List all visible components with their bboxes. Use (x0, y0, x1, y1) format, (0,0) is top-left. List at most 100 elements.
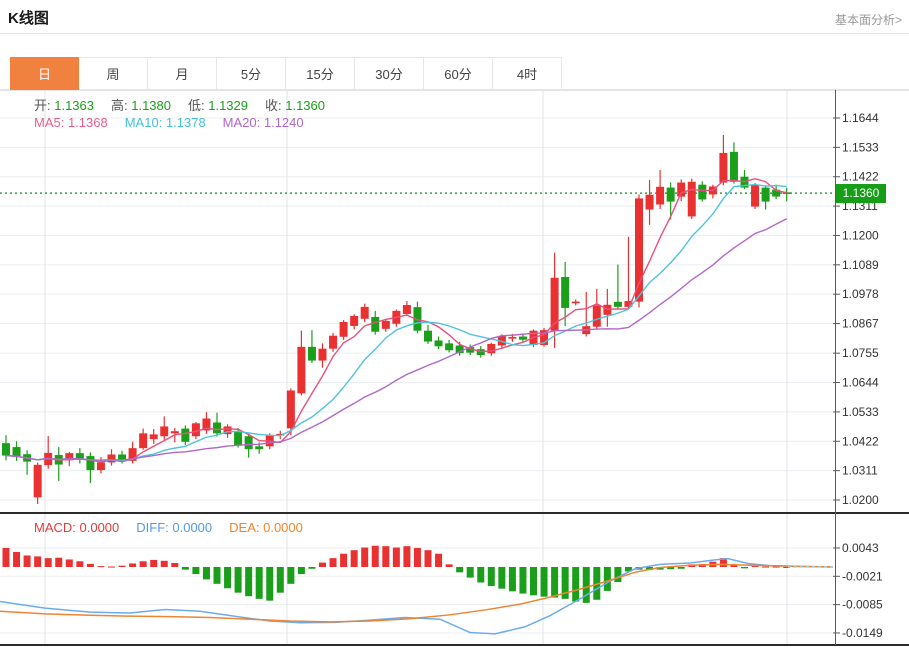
macd-bar (361, 547, 369, 567)
macd-bar (498, 567, 506, 589)
macd-bar (297, 567, 305, 575)
macd-bar (350, 550, 358, 567)
macd-bar (129, 563, 137, 567)
macd-bar (762, 566, 770, 568)
macd-bar (308, 567, 316, 569)
candle-body (645, 194, 654, 210)
price-axis-label: 1.0422 (842, 434, 879, 448)
candle-body (402, 305, 411, 315)
macd-bar (13, 551, 21, 567)
macd-axis-label: 0.0043 (842, 541, 879, 555)
fundamental-analysis-link[interactable]: 基本面分析> (834, 13, 902, 27)
page-header: K线图 基本面分析> (0, 0, 909, 34)
legend-item: 低: 1.1329 (188, 98, 248, 113)
tab-4时[interactable]: 4时 (493, 57, 562, 90)
tab-30分[interactable]: 30分 (355, 57, 424, 90)
macd-bar (719, 558, 727, 567)
price-axis-label: 1.1200 (842, 228, 879, 242)
price-axis-label: 1.0867 (842, 317, 879, 331)
diff-line (0, 557, 834, 635)
candle-body (381, 320, 390, 329)
macd-bar (118, 565, 126, 567)
candle-body (286, 390, 295, 429)
macd-bar (382, 546, 390, 567)
candle-body (466, 347, 475, 353)
macd-bar (624, 567, 632, 572)
candle-body (719, 152, 728, 183)
macd-bar (76, 561, 84, 567)
candle-body (128, 448, 137, 461)
candle-body (761, 187, 770, 202)
page-title: K线图 (8, 10, 49, 27)
dea-line (0, 563, 834, 623)
legend-item: MA20: 1.1240 (222, 115, 304, 130)
candle-body (540, 330, 549, 345)
candle-body (213, 422, 221, 434)
candle-body (592, 305, 601, 327)
macd-bar (245, 567, 253, 597)
macd-bar (403, 546, 411, 567)
tab-日[interactable]: 日 (10, 57, 79, 90)
macd-bar (329, 558, 337, 567)
macd-bar (213, 567, 221, 584)
macd-bar (2, 547, 10, 567)
candle-body (508, 337, 517, 339)
candle-body (687, 181, 696, 217)
macd-bar (413, 547, 421, 567)
candle-body (181, 428, 190, 442)
macd-legend: MACD: 0.0000 DIFF: 0.0000 DEA: 0.0000 (34, 520, 320, 535)
macd-bar (667, 567, 675, 570)
macd-bar (561, 567, 569, 599)
candle-body (307, 346, 316, 361)
candle-body (487, 343, 496, 354)
macd-bar (55, 557, 63, 567)
candle-body (656, 186, 665, 205)
candle-body (445, 343, 454, 351)
candle-body (65, 453, 74, 461)
macd-bar (234, 567, 242, 593)
tab-月[interactable]: 月 (148, 57, 217, 90)
price-axis-label: 1.0200 (842, 493, 879, 507)
candle-body (118, 454, 127, 461)
candle-body (297, 346, 306, 394)
macd-bar (730, 564, 738, 567)
candle-body (75, 453, 84, 460)
macd-bar (751, 566, 759, 568)
tab-周[interactable]: 周 (79, 57, 148, 90)
macd-bar (276, 567, 284, 593)
price-axis-label: 1.1089 (842, 258, 879, 272)
macd-bar (445, 564, 453, 567)
macd-bar (202, 567, 210, 580)
candle-body (677, 182, 686, 197)
candle-body (666, 187, 675, 202)
ohlc-legend: 开: 1.1363 高: 1.1380 低: 1.1329 收: 1.1360 (34, 95, 342, 114)
tab-5分[interactable]: 5分 (217, 57, 286, 90)
candle-body (518, 336, 527, 340)
candle-body (339, 321, 348, 337)
legend-item: MA10: 1.1378 (124, 115, 206, 130)
ma20-line (5, 218, 788, 461)
candle-body (12, 447, 21, 458)
macd-bar (287, 567, 295, 584)
legend-item: DIFF: 0.0000 (136, 520, 213, 535)
candle-body (424, 330, 432, 342)
macd-bar (150, 559, 158, 567)
macd-bar (192, 567, 200, 575)
price-axis-label: 1.0533 (842, 405, 879, 419)
tab-15分[interactable]: 15分 (286, 57, 355, 90)
macd-bar (97, 566, 105, 568)
candle-body (96, 462, 105, 471)
ma5-line (5, 177, 787, 463)
candle-body (318, 348, 327, 361)
macd-bar (171, 563, 179, 567)
tab-60分[interactable]: 60分 (424, 57, 493, 90)
macd-bar (108, 566, 115, 568)
candle-body (782, 192, 791, 194)
candle-body (244, 436, 253, 450)
candle-body (202, 418, 211, 431)
macd-bar (392, 547, 400, 567)
candle-body (2, 443, 10, 456)
macd-bar (614, 567, 622, 583)
